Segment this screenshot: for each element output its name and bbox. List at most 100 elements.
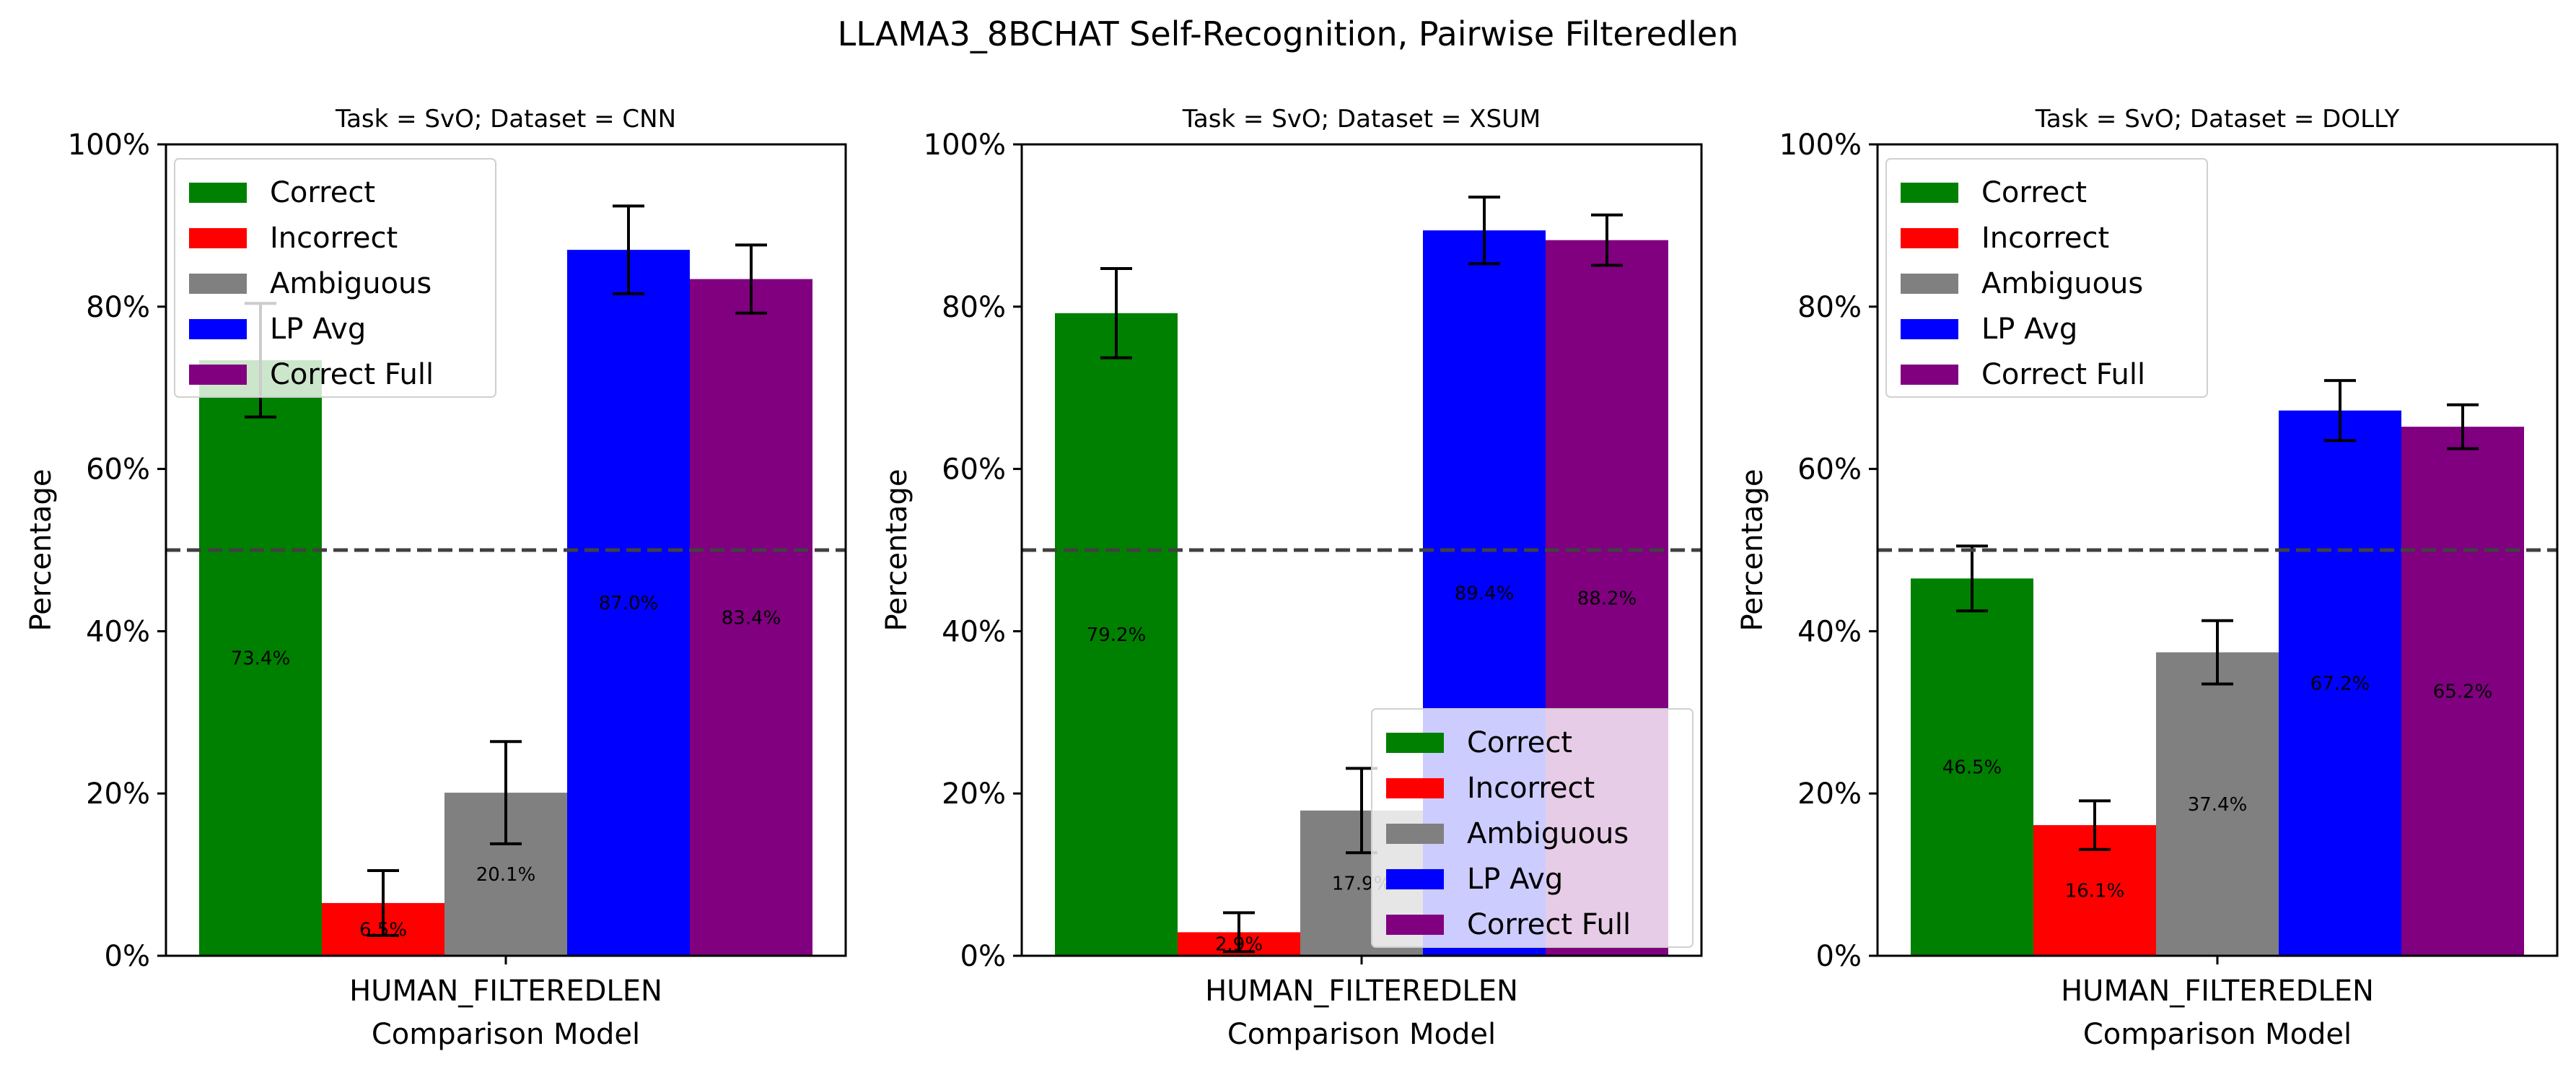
legend-box [1371,708,1694,948]
legend-label: Ambiguous [1981,267,2143,300]
legend-entry: Ambiguous [1386,817,1629,850]
y-tick-label: 20% [1797,777,1862,811]
legend-label: Correct [1981,176,2087,209]
legend-swatch [189,319,247,339]
y-tick-label: 80% [1797,291,1862,324]
legend-entry: Correct Full [189,358,434,391]
legend-swatch [1386,869,1444,889]
bar-value-label: 83.4% [722,607,781,629]
legend-entry: Ambiguous [189,267,431,300]
legend-swatch [189,274,247,294]
legend: Correct Incorrect Ambiguous LP Avg Correct F… [174,158,496,398]
legend-label: Ambiguous [1467,817,1629,850]
legend-entry: Correct [1386,726,1572,759]
legend-entry: Incorrect [189,222,398,255]
subplot-1: 73.4%6.5%20.1%87.0%83.4%CorrectIncorrect… [25,105,847,1051]
subplot-title: Task = SvO; Dataset = XSUM [1182,105,1541,134]
bar-correct-full [690,279,812,956]
legend-label: Correct Full [1467,908,1631,941]
legend-label: LP Avg [270,313,366,346]
error-bar [1468,196,1500,266]
y-tick-label: 40% [942,615,1006,648]
bar-value-label: 87.0% [599,593,659,614]
bar-correct [1911,578,2033,956]
legend-entry: LP Avg [1386,863,1563,896]
legend-swatch [1386,824,1444,844]
error-bar [367,868,399,937]
subplot-title: Task = SvO; Dataset = CNN [335,105,676,134]
legend-entry: Correct Full [1901,358,2145,391]
bar-value-label: 79.2% [1087,624,1147,646]
legend: Correct Incorrect Ambiguous LP Avg Correct F… [1885,158,2208,398]
bar-correct [1055,313,1178,956]
bar-correct [199,359,322,956]
bar-ambiguous [2156,652,2279,956]
x-tick-label: HUMAN_FILTEREDLEN [2061,975,2374,1008]
y-tick-label: 80% [86,291,150,324]
y-tick-label: 20% [86,777,150,811]
legend-swatch [1901,274,1958,294]
legend-label: Correct [1467,726,1572,759]
legend-box [1885,158,2208,398]
bar-correct-full [2401,427,2524,956]
error-bar [1223,911,1255,954]
error-bar [1591,213,1623,267]
legend: Correct Incorrect Ambiguous LP Avg Correct F… [1371,708,1694,948]
x-axis-label: Comparison Model [1227,1018,1496,1051]
y-tick-label: 0% [1816,940,1862,973]
legend-swatch [1386,733,1444,753]
error-bar [735,243,767,315]
bar-value-label: 73.4% [231,648,291,669]
error-bar [613,204,644,295]
legend-label: LP Avg [1467,863,1563,896]
figure-title: LLAMA3_8BCHAT Self-Recognition, Pairwise… [837,14,1739,53]
bar-value-label: 20.1% [476,864,536,886]
y-tick-label: 60% [1797,453,1862,487]
bar-value-label: 65.2% [2433,681,2493,703]
x-axis-label: Comparison Model [2083,1018,2352,1051]
subplot-2: 79.2%2.9%17.9%89.4%88.2%CorrectIncorrect… [880,105,1703,1051]
legend-entry: Correct [189,176,375,209]
x-tick-label: HUMAN_FILTEREDLEN [1205,975,1518,1008]
legend-swatch [1901,319,1958,339]
legend-label: Correct Full [1981,358,2145,391]
legend-label: Incorrect [270,222,398,255]
bar-value-label: 16.1% [2065,881,2125,902]
legend-entry: Correct [1901,176,2087,209]
bar-value-label: 46.5% [1942,757,2002,779]
bar-value-label: 88.2% [1577,588,1637,609]
subplot-title: Task = SvO; Dataset = DOLLY [2035,105,2400,134]
y-tick-label: 100% [1779,128,1862,162]
x-tick-label: HUMAN_FILTEREDLEN [349,975,662,1008]
y-tick-label: 100% [924,128,1006,162]
legend-label: Ambiguous [270,267,431,300]
error-bar [1956,544,1988,613]
y-tick-label: 40% [1797,615,1862,648]
y-axis-label: Percentage [1736,469,1769,631]
legend-swatch [189,228,247,248]
bar-value-label: 37.4% [2188,794,2248,816]
y-tick-label: 20% [942,777,1006,811]
legend-entry: LP Avg [1901,313,2077,346]
legend-label: Correct [270,176,375,209]
error-bar [2202,619,2233,686]
y-tick-label: 0% [105,940,150,973]
y-tick-label: 60% [86,453,150,487]
legend-label: Incorrect [1467,772,1595,805]
bar-value-label: 89.4% [1455,583,1515,605]
y-tick-label: 40% [86,615,150,648]
error-bar [490,740,522,845]
legend-entry: Incorrect [1386,772,1595,805]
legend-swatch [1901,228,1958,248]
y-axis-label: Percentage [25,469,58,631]
subplot-3: 46.5% 16.1% 37.4% 67.2% 65.2% Correct Incorrec… [1736,105,2559,1051]
y-tick-label: 60% [942,453,1006,487]
error-bar [2447,403,2479,450]
x-axis-label: Comparison Model [372,1018,640,1051]
legend-entry: Incorrect [1901,222,2109,255]
legend-swatch [1901,365,1958,385]
legend-entry: Correct Full [1386,908,1631,941]
legend-entry: Ambiguous [1901,267,2143,300]
error-bar [1100,266,1132,359]
